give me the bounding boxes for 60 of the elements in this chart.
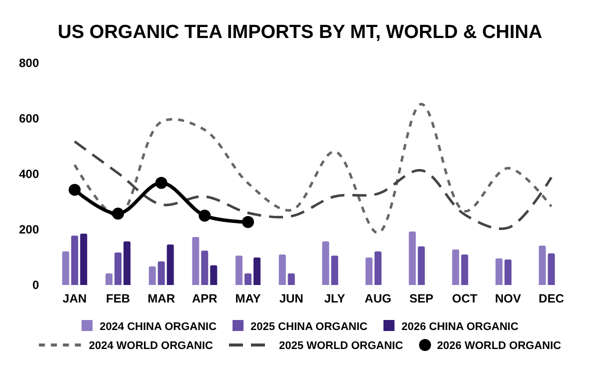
point — [198, 210, 211, 222]
chart-title: US ORGANIC TEA IMPORTS BY MT, WORLD & CHINA — [58, 22, 543, 43]
legend-label: 2025 CHINA ORGANIC — [250, 321, 368, 333]
bar — [80, 234, 88, 285]
bar — [366, 258, 372, 285]
legend-label: 2025 WORLD ORGANIC — [278, 340, 404, 352]
point — [68, 184, 81, 196]
y-tick-label: 200 — [18, 222, 40, 236]
point — [155, 176, 168, 189]
bar — [548, 253, 555, 285]
x-tick-label: MAR — [148, 291, 176, 306]
bar — [288, 273, 295, 285]
bar — [106, 273, 112, 285]
bar — [62, 251, 70, 285]
legend-label: 2024 WORLD ORGANIC — [88, 340, 214, 352]
bar — [331, 256, 338, 285]
bar — [418, 246, 425, 285]
y-tick-label: 400 — [18, 166, 40, 181]
bar — [278, 254, 286, 285]
point — [242, 216, 254, 228]
bar — [254, 258, 260, 285]
bar — [538, 246, 546, 285]
x-tick-label: AUG — [364, 291, 392, 306]
x-tick-label: SEP — [409, 291, 434, 306]
bar — [201, 250, 208, 285]
x-tick-label: NOV — [494, 291, 522, 306]
x-tick-label: JAN — [62, 291, 87, 306]
legend-label: 2024 CHINA ORGANIC — [100, 321, 217, 333]
bar — [114, 252, 122, 285]
y-tick-label: 0 — [32, 278, 40, 292]
bar — [124, 241, 130, 285]
bar — [322, 241, 330, 285]
bar — [461, 254, 468, 285]
bar — [192, 236, 200, 285]
x-tick-label: DEC — [538, 291, 564, 306]
line-series — [73, 140, 553, 230]
bar — [452, 249, 460, 285]
x-tick-label: MAY — [235, 291, 261, 306]
bar — [71, 236, 78, 285]
line-series — [73, 102, 553, 234]
bar — [244, 273, 252, 285]
bar — [374, 251, 382, 285]
x-tick-label: FEB — [106, 291, 130, 306]
bar — [504, 259, 512, 285]
point — [112, 208, 124, 220]
x-tick-label: JLY — [324, 291, 346, 306]
legend-label: 2026 CHINA ORGANIC — [401, 321, 518, 333]
x-tick-label: OCT — [452, 291, 478, 306]
bar — [210, 265, 218, 285]
bar — [236, 256, 242, 285]
bar — [166, 244, 174, 285]
bar — [158, 261, 165, 285]
bar — [496, 258, 502, 285]
y-tick-label: 800 — [18, 56, 40, 70]
legend-label: 2026 WORLD ORGANIC — [437, 340, 562, 352]
x-tick-label: JUN — [279, 291, 304, 306]
bar — [148, 266, 156, 285]
bar — [408, 231, 416, 285]
y-tick-label: 600 — [18, 111, 40, 126]
x-tick-label: APR — [192, 291, 218, 306]
